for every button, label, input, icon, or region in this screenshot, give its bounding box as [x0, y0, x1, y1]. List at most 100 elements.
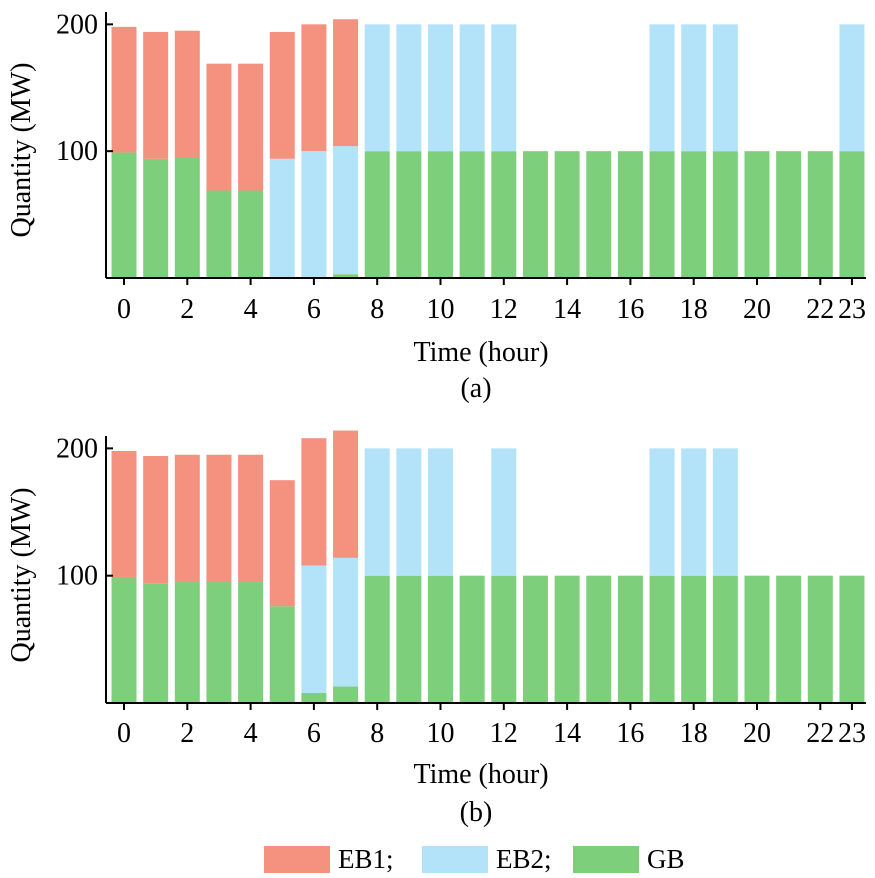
x-tick-label-16: 16 [616, 718, 644, 749]
bar-gb-hour-11 [459, 151, 485, 278]
bar-eb2-hour-8 [364, 448, 390, 576]
x-tick-label-20: 20 [743, 718, 771, 749]
x-tick-label-4: 4 [244, 718, 258, 749]
x-tick-label-0: 0 [117, 718, 131, 749]
bar-eb2-hour-11 [459, 24, 485, 152]
bar-gb-hour-11 [459, 575, 485, 703]
bar-eb2-hour-5 [269, 158, 295, 278]
bar-eb1-hour-6 [301, 24, 327, 152]
panel-caption: (b) [460, 797, 493, 828]
bar-gb-hour-22 [807, 575, 833, 703]
bar-gb-hour-19 [712, 151, 738, 278]
legend-item-eb2: EB2; [422, 844, 552, 874]
bar-gb-hour-9 [396, 151, 422, 278]
bar-eb2-hour-6 [301, 151, 327, 278]
bar-eb2-hour-12 [491, 24, 517, 152]
bar-eb2-hour-7 [333, 146, 359, 275]
bar-gb-hour-15 [586, 151, 612, 278]
y-tick-label-200: 200 [56, 9, 98, 40]
x-tick-label-2: 2 [180, 294, 194, 325]
bar-gb-hour-3 [206, 190, 232, 278]
bar-eb2-hour-9 [396, 448, 422, 576]
bar-eb1-hour-7 [333, 430, 359, 558]
x-tick-label-10: 10 [427, 718, 455, 749]
legend-swatch-eb2 [422, 845, 488, 873]
bar-eb1-hour-2 [174, 454, 200, 583]
bar-eb1-hour-1 [143, 31, 169, 159]
legend-label-gb: GB [647, 844, 685, 874]
bar-gb-hour-18 [681, 575, 707, 703]
bar-gb-hour-15 [586, 575, 612, 703]
bar-gb-hour-10 [428, 151, 453, 278]
bar-gb-hour-8 [364, 151, 390, 278]
bar-gb-hour-0 [111, 152, 137, 278]
bar-gb-hour-20 [744, 151, 770, 278]
bar-gb-hour-12 [491, 575, 517, 703]
legend: EB1; EB2; GB [0, 842, 875, 876]
bar-gb-hour-14 [554, 575, 580, 703]
bar-gb-hour-4 [238, 190, 264, 278]
bar-eb1-hour-5 [269, 480, 295, 607]
bar-gb-hour-21 [776, 151, 802, 278]
x-tick-label-22: 22 [806, 294, 834, 325]
x-tick-label-8: 8 [370, 718, 384, 749]
bar-eb2-hour-17 [649, 24, 675, 152]
bar-eb2-hour-10 [428, 24, 453, 152]
x-tick-label-6: 6 [307, 718, 321, 749]
x-tick-label-14: 14 [553, 718, 581, 749]
bar-eb1-hour-7 [333, 19, 359, 147]
bar-eb2-hour-23 [839, 24, 865, 152]
bar-gb-hour-19 [712, 575, 738, 703]
legend-item-gb: GB [573, 844, 685, 874]
bar-gb-hour-16 [617, 151, 643, 278]
bar-eb2-hour-19 [712, 24, 738, 152]
bar-gb-hour-10 [428, 575, 453, 703]
chart-panel-a: 100 200 0 2 4 6 8 10 12 14 16 18 20 22 23 Time (hour) Qu… [6, 9, 866, 404]
bar-gb-hour-16 [617, 575, 643, 703]
bar-gb-hour-14 [554, 151, 580, 278]
bar-gb-hour-22 [807, 151, 833, 278]
y-tick-label-100: 100 [56, 136, 98, 167]
bar-eb2-hour-6 [301, 565, 327, 693]
x-tick-label-18: 18 [680, 294, 708, 325]
bar-gb-hour-2 [174, 157, 200, 278]
bar-eb2-hour-19 [712, 448, 738, 576]
x-tick-label-4: 4 [244, 294, 258, 325]
bar-eb1-hour-2 [174, 30, 200, 158]
bar-eb2-hour-17 [649, 448, 675, 576]
x-tick-label-10: 10 [427, 294, 455, 325]
x-tick-label-12: 12 [490, 294, 518, 325]
x-tick-label-18: 18 [680, 718, 708, 749]
bar-gb-hour-17 [649, 575, 675, 703]
legend-swatch-gb [573, 845, 639, 873]
bar-eb2-hour-12 [491, 448, 517, 576]
bar-gb-hour-7 [333, 274, 359, 278]
bar-gb-hour-21 [776, 575, 802, 703]
bar-gb-hour-3 [206, 582, 232, 703]
bar-eb1-hour-1 [143, 456, 169, 584]
chart-panel-b: 100 200 0 2 4 6 8 10 12 14 16 18 20 22 23 Time (hour) Qu… [6, 430, 866, 828]
x-tick-label-22: 22 [806, 718, 834, 749]
bar-gb-hour-23 [839, 575, 865, 703]
x-tick-label-14: 14 [553, 294, 581, 325]
bar-eb1-hour-0 [111, 26, 137, 153]
bar-eb1-hour-3 [206, 454, 232, 583]
bar-eb2-hour-9 [396, 24, 422, 152]
bar-eb2-hour-7 [333, 557, 359, 687]
x-axis-label: Time (hour) [413, 337, 548, 368]
bar-gb-hour-2 [174, 582, 200, 703]
bar-eb1-hour-4 [238, 63, 264, 191]
bar-gb-hour-13 [522, 575, 548, 703]
bar-eb2-hour-10 [428, 448, 453, 576]
x-tick-label-20: 20 [743, 294, 771, 325]
x-tick-label-16: 16 [616, 294, 644, 325]
legend-swatch-eb1 [264, 845, 330, 873]
bar-eb2-hour-8 [364, 24, 390, 152]
legend-label-eb1: EB1; [338, 844, 394, 874]
legend-item-eb1: EB1; [264, 844, 394, 874]
x-tick-label-23: 23 [838, 294, 866, 325]
bar-gb-hour-13 [522, 151, 548, 278]
bar-gb-hour-0 [111, 576, 137, 703]
bar-eb2-hour-18 [681, 24, 707, 152]
bar-gb-hour-7 [333, 686, 359, 703]
